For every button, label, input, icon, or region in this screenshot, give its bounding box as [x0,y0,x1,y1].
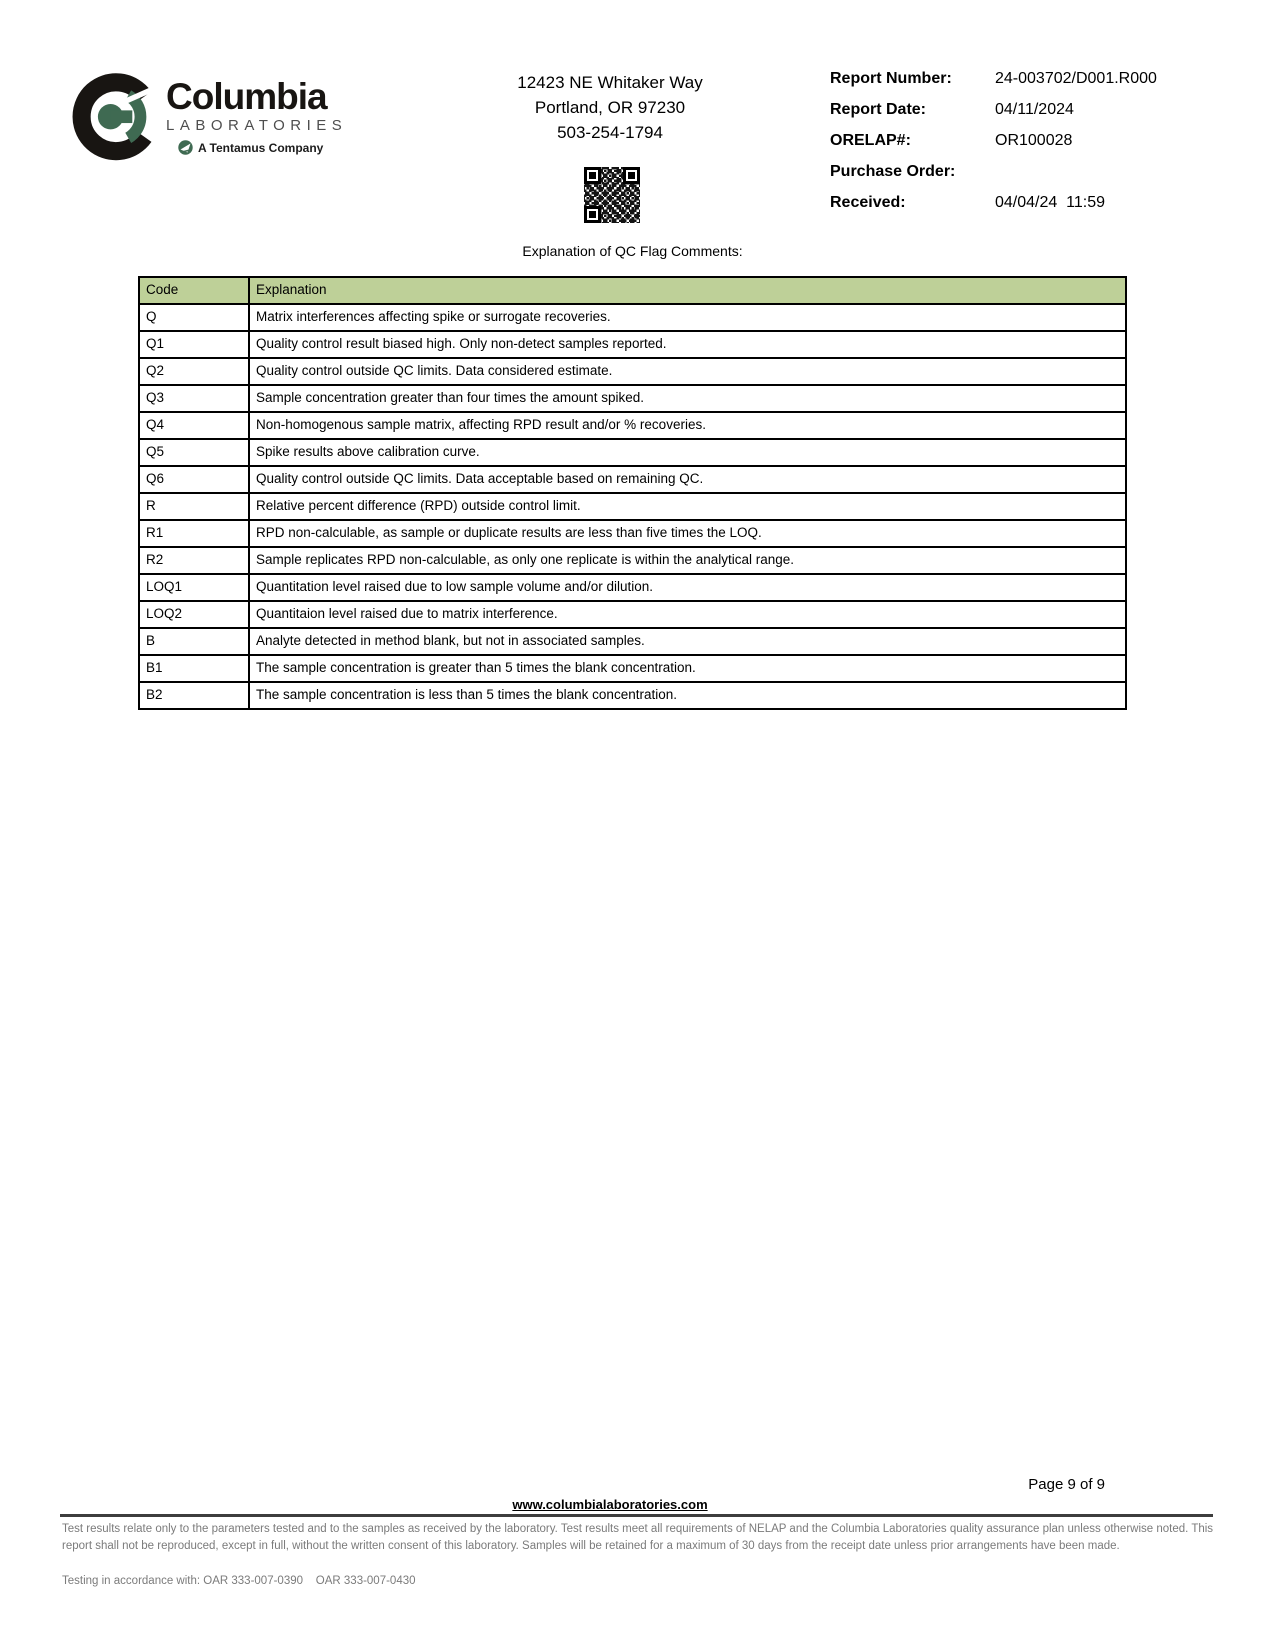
table-row: Q6 Quality control outside QC limits. Dat… [138,465,1127,494]
address-phone: 503-254-1794 [557,123,663,142]
code-cell: Q5 [138,438,250,467]
report-info: Report Number: 24-003702/D001.R000 Repor… [830,70,1230,225]
received-value: 04/04/24 11:59 [995,194,1106,211]
code-cell: LOQ1 [138,573,250,602]
explanation-cell: The sample concentration is greater than… [248,654,1127,683]
qr-finder-icon [584,167,601,184]
orelap-label: ORELAP#: [830,132,911,149]
table-row: Q5 Spike results above calibration curve. [138,438,1127,467]
table-row: Q2 Quality control outside QC limits. Dat… [138,357,1127,386]
code-column-header: Code [138,276,250,305]
explanation-cell: Quantitation level raised due to low sam… [248,573,1127,602]
code-cell: Q3 [138,384,250,413]
code-cell: Q [138,303,250,332]
table-row: B Analyte detected in method blank, but n… [138,627,1127,656]
table-row: R Relative percent difference (RPD) outsi… [138,492,1127,521]
table-row: B2 The sample concentration is less than … [138,681,1127,710]
purchase-order-label: Purchase Order: [830,163,956,180]
code-cell: Q4 [138,411,250,440]
table-row: R2 Sample replicates RPD non-calculable, … [138,546,1127,575]
table-row: Q3 Sample concentration greater than four… [138,384,1127,413]
table-row: R1 RPD non-calculable, as sample or dupli… [138,519,1127,548]
code-cell: B1 [138,654,250,683]
qr-code [584,167,640,223]
qr-finder-icon [584,206,601,223]
code-cell: Q2 [138,357,250,386]
explanation-cell: Spike results above calibration curve. [248,438,1127,467]
report-info-row: ORELAP#: OR100028 [830,132,1230,152]
qr-finder-icon [623,167,640,184]
explanation-cell: Quality control result biased high. Only… [248,330,1127,359]
footer-divider [60,1514,1213,1517]
table-title: Explanation of QC Flag Comments: [522,243,743,259]
lab-address: 12423 NE Whitaker Way Portland, OR 97230… [455,70,765,145]
disclaimer-text: Test results relate only to the paramete… [62,1523,1214,1552]
explanation-cell: RPD non-calculable, as sample or duplica… [248,519,1127,548]
code-cell: B2 [138,681,250,710]
report-info-row: Purchase Order: [830,163,1230,183]
report-info-row: Report Number: 24-003702/D001.R000 [830,70,1230,90]
code-cell: R1 [138,519,250,548]
explanation-cell: Quantitaion level raised due to matrix i… [248,600,1127,629]
report-info-row: Received: 04/04/24 11:59 [830,194,1230,214]
company-logo: Columbia LABORATORIES A Tentamus Company [70,66,347,162]
table-row: Q1 Quality control result biased high. On… [138,330,1127,359]
explanation-cell: The sample concentration is less than 5 … [248,681,1127,710]
report-date-value: 04/11/2024 [995,101,1074,118]
explanation-cell: Quality control outside QC limits. Data … [248,465,1127,494]
accordance-text: Testing in accordance with: OAR 333-007-… [62,1575,416,1587]
tentamus-icon [178,140,193,155]
explanation-cell: Quality control outside QC limits. Data … [248,357,1127,386]
received-label: Received: [830,194,906,211]
report-info-row: Report Date: 04/11/2024 [830,101,1230,121]
table-row: Q4 Non-homogenous sample matrix, affectin… [138,411,1127,440]
explanation-cell: Analyte detected in method blank, but no… [248,627,1127,656]
orelap-value: OR100028 [995,132,1073,149]
code-cell: Q1 [138,330,250,359]
report-number-value: 24-003702/D001.R000 [995,70,1157,87]
logo-name: Columbia [166,76,328,117]
table-row: B1 The sample concentration is greater th… [138,654,1127,683]
code-cell: R [138,492,250,521]
logo-tagline: A Tentamus Company [198,140,324,155]
code-cell: R2 [138,546,250,575]
address-line-1: 12423 NE Whitaker Way [517,73,703,92]
table-header-row: Code Explanation [138,276,1127,305]
table-row: Q Matrix interferences affecting spike or… [138,303,1127,332]
explanation-cell: Sample replicates RPD non-calculable, as… [248,546,1127,575]
report-number-label: Report Number: [830,70,952,87]
page-number: Page 9 of 9 [1028,1476,1105,1493]
website-link[interactable]: www.columbialaboratories.com [512,1497,708,1512]
columbia-logo-icon [72,73,156,161]
explanation-cell: Sample concentration greater than four t… [248,384,1127,413]
explanation-cell: Matrix interferences affecting spike or … [248,303,1127,332]
table-row: LOQ1 Quantitation level raised due to low… [138,573,1127,602]
explanation-column-header: Explanation [248,276,1127,305]
explanation-cell: Relative percent difference (RPD) outsid… [248,492,1127,521]
code-cell: Q6 [138,465,250,494]
qc-flag-table: Code Explanation Q Matrix interferences a… [138,276,1127,710]
explanation-cell: Non-homogenous sample matrix, affecting … [248,411,1127,440]
code-cell: B [138,627,250,656]
address-line-2: Portland, OR 97230 [534,98,686,117]
report-date-label: Report Date: [830,101,927,118]
code-cell: LOQ2 [138,600,250,629]
logo-subtitle: LABORATORIES [166,117,348,134]
table-row: LOQ2 Quantitaion level raised due to matr… [138,600,1127,629]
